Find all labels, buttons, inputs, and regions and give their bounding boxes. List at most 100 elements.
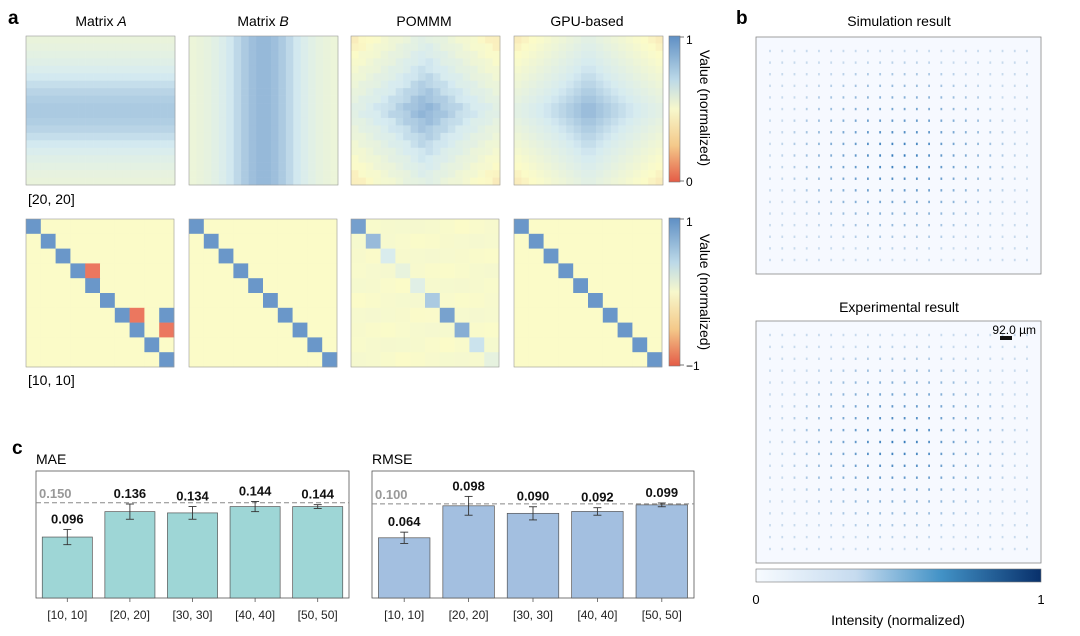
- heatmap-cell: [85, 352, 101, 368]
- intensity-dot: [1001, 119, 1004, 122]
- heatmap-cell: [107, 73, 116, 81]
- heatmap-cell: [388, 147, 396, 156]
- heatmap-cell: [122, 50, 131, 59]
- heatmap-cell: [528, 177, 537, 186]
- heatmap-cell: [26, 36, 34, 44]
- intensity-dot: [842, 212, 845, 215]
- intensity-dot: [818, 96, 820, 99]
- intensity-dot: [964, 476, 967, 479]
- heatmap-cell: [137, 65, 146, 74]
- intensity-dot: [1013, 345, 1016, 349]
- heatmap-cell: [85, 263, 101, 279]
- heatmap-cell: [211, 110, 220, 119]
- intensity-dot: [854, 247, 857, 250]
- heatmap-cell: [196, 65, 205, 74]
- heatmap-cell: [455, 110, 464, 119]
- heatmap-cell: [588, 65, 597, 74]
- heatmap-cell: [292, 219, 308, 235]
- heatmap-cell: [218, 110, 227, 119]
- heatmap-cell: [293, 65, 302, 74]
- heatmap-cell: [603, 170, 612, 178]
- heatmap-cell: [40, 36, 49, 44]
- heatmap-cell: [233, 155, 242, 163]
- intensity-dot: [940, 247, 943, 250]
- heatmap-cell: [152, 170, 161, 178]
- heatmap-cell: [610, 132, 619, 141]
- intensity-dot: [769, 119, 771, 122]
- heatmap-cell: [610, 88, 619, 96]
- heatmap-cell: [85, 125, 94, 134]
- heatmap-cell: [248, 58, 257, 67]
- heatmap-cell: [115, 50, 124, 59]
- heatmap-cell: [85, 248, 101, 264]
- intensity-dot: [867, 369, 869, 372]
- intensity-dot: [781, 547, 784, 551]
- heatmap-cell: [270, 177, 279, 186]
- intensity-dot: [830, 440, 833, 444]
- heatmap-cell: [588, 50, 597, 59]
- intensity-dot: [818, 333, 820, 337]
- intensity-dot: [854, 107, 857, 111]
- heatmap-cell: [330, 162, 339, 171]
- heatmap-cell: [278, 170, 287, 178]
- intensity-dot: [915, 61, 918, 64]
- intensity-dot: [842, 535, 845, 539]
- intensity-dot: [952, 258, 955, 262]
- intensity-dot: [769, 428, 771, 432]
- intensity-dot: [793, 73, 796, 76]
- intensity-dot: [1001, 500, 1004, 503]
- heatmap-cell: [640, 177, 649, 186]
- intensity-dot: [818, 200, 820, 204]
- heatmap-cell: [603, 36, 612, 44]
- intensity-dot: [805, 49, 808, 53]
- heatmap-cell: [455, 80, 464, 89]
- intensity-dot: [805, 131, 808, 134]
- heatmap-cell: [351, 293, 367, 309]
- intensity-dot: [818, 189, 820, 192]
- heatmap-cell: [351, 58, 359, 67]
- heatmap-cell: [70, 155, 79, 163]
- heatmap-cell: [307, 322, 323, 338]
- heatmap-cell: [160, 103, 168, 111]
- heatmap-cell: [625, 147, 634, 156]
- heatmap-cell: [63, 132, 71, 141]
- intensity-dot: [1013, 49, 1016, 53]
- heatmap-cell: [425, 322, 441, 338]
- intensity-dot: [928, 405, 930, 408]
- heatmap-cell: [602, 307, 618, 323]
- heatmap-cell: [308, 155, 316, 163]
- heatmap-cell: [40, 248, 56, 264]
- heatmap-cell: [256, 155, 264, 163]
- heatmap-cell: [536, 125, 545, 134]
- heatmap-cell: [270, 95, 279, 104]
- heatmap-cell: [365, 88, 374, 96]
- heatmap-cell: [595, 88, 604, 96]
- heatmap-cell: [248, 110, 257, 119]
- heatmap-cell: [115, 88, 124, 96]
- intensity-dot: [891, 235, 894, 238]
- heatmap-cell: [388, 50, 396, 59]
- heatmap-cell: [632, 307, 648, 323]
- heatmap-cell: [610, 103, 619, 111]
- heatmap-cell: [189, 307, 205, 323]
- intensity-dot: [903, 131, 906, 134]
- intensity-dot: [977, 142, 979, 146]
- intensity-dot: [842, 107, 845, 111]
- heatmap-cell: [55, 170, 64, 178]
- heatmap-cell: [551, 155, 559, 163]
- heatmap-cell: [617, 293, 633, 309]
- intensity-dot: [854, 500, 857, 503]
- heatmap-cell: [477, 140, 486, 149]
- heatmap-cell: [218, 65, 227, 74]
- intensity-dot: [781, 258, 784, 262]
- heatmap-cell: [365, 147, 374, 156]
- intensity-dot: [879, 84, 882, 88]
- heatmap-cell: [144, 248, 160, 264]
- heatmap-cell: [395, 110, 404, 119]
- intensity-dot: [781, 177, 784, 180]
- value-label: 0.092: [581, 490, 614, 505]
- heatmap-cell: [365, 140, 374, 149]
- intensity-dot: [830, 49, 833, 53]
- heatmap-cell: [322, 352, 338, 368]
- heatmap-cell: [640, 80, 649, 89]
